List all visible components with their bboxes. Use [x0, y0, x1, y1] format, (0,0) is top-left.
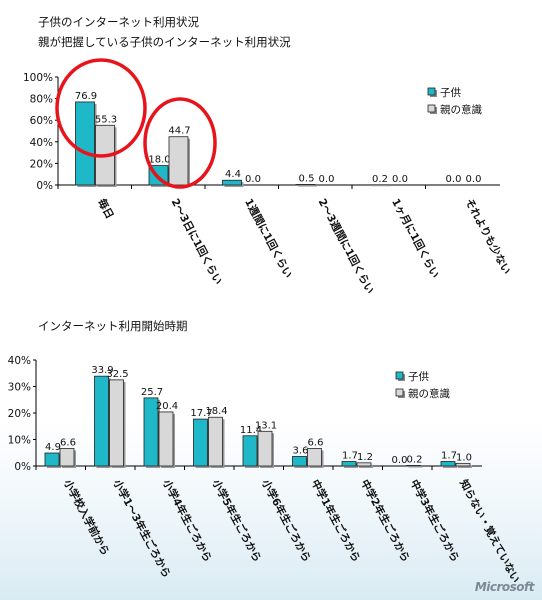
child-bar	[292, 456, 307, 467]
parent-bar-value-label: 6.6	[60, 438, 76, 449]
y-tick-label: 80%	[30, 94, 53, 106]
child-bar-value-label: 0.2	[372, 174, 388, 185]
child-bar	[440, 461, 456, 467]
child-bar-value-label: 4.9	[45, 442, 61, 453]
parent-bar	[168, 136, 189, 186]
parent-bar-shadow	[359, 464, 373, 468]
category-label: 小学6年生ごろから	[259, 476, 314, 564]
highlight-circle-daily	[55, 58, 147, 158]
category-label: 知らない・覚えていない	[457, 477, 522, 585]
parent-bar-value-label: 20.4	[156, 401, 178, 412]
category-label: 1ヶ月に1回くらい	[389, 197, 441, 280]
parent-bar	[356, 462, 372, 467]
parent-bar	[158, 411, 174, 467]
parent-bar-value-label: 1.2	[357, 452, 373, 463]
y-tick-label: 100%	[23, 72, 53, 84]
highlight-circle-2-3days	[143, 97, 217, 189]
parent-bar-value-label: 32.5	[106, 369, 128, 380]
child-bar-value-label: 3.6	[293, 445, 309, 456]
microsoft-logo: Microsoft	[474, 580, 535, 594]
category-label: 中学2年生ごろから	[358, 477, 412, 564]
child-bar-value-label: 33.9	[91, 365, 113, 376]
child-bar-value-label: 25.7	[141, 387, 163, 398]
legend-swatch	[427, 104, 436, 113]
chart2-title: インターネット利用開始時期	[38, 319, 188, 333]
category-label: 小学校入学前から	[61, 476, 112, 557]
parent-bar-value-label: 0.0	[245, 174, 261, 185]
parent-bar-value-label: 44.7	[168, 126, 190, 137]
category-label: 小学4年生ごろから	[160, 476, 215, 564]
parent-bar-value-label: 55.3	[95, 114, 117, 125]
y-tick-label: 30%	[8, 382, 31, 394]
child-bar-value-label: 4.4	[225, 169, 241, 180]
parent-bar-value-label: 0.0	[319, 174, 335, 185]
category-label: 中学1年生ごろから	[309, 477, 363, 564]
child-bar	[222, 179, 242, 186]
parent-bar	[307, 448, 322, 467]
legend-label: 子供	[408, 370, 429, 383]
category-label: 小学5年生ごろから	[209, 476, 264, 564]
category-label: 2～3日に1回くらい	[169, 197, 224, 287]
parent-bar	[455, 462, 471, 467]
chart1-title-line2: 親が把握している子供のインターネット利用状況	[38, 35, 291, 49]
parent-bar-value-label: 6.6	[308, 438, 324, 449]
child-bar-value-label: 0.0	[392, 455, 408, 466]
parent-bar-value-label: 0.0	[466, 174, 482, 185]
y-tick-label: 10%	[8, 435, 31, 447]
parent-bar-shadow	[408, 467, 423, 468]
child-bar	[242, 435, 258, 467]
y-tick-label: 0%	[36, 180, 53, 192]
y-tick-label: 60%	[30, 115, 53, 127]
parent-bar	[257, 430, 273, 467]
legend-swatch	[395, 388, 404, 397]
child-bar	[44, 452, 60, 467]
category-label: それよりも少ない	[463, 196, 514, 276]
legend-label: 親の意識	[408, 387, 450, 400]
child-bar-value-label: 0.5	[299, 173, 315, 184]
parent-bar	[59, 448, 75, 467]
legend-label: 親の意識	[440, 103, 482, 116]
category-label: 2～3週間に1回くらい	[316, 197, 376, 296]
y-tick-label: 20%	[8, 408, 31, 420]
legend-swatch	[427, 87, 436, 96]
parent-bar-value-label: 1.0	[456, 452, 472, 463]
child-bar-value-label: 1.7	[441, 450, 457, 461]
y-tick-label: 40%	[30, 137, 53, 149]
parent-bar	[109, 379, 124, 467]
child-bar	[94, 375, 109, 467]
child-bar-value-label: 11.4	[240, 425, 262, 436]
child-bar	[295, 184, 316, 186]
parent-bar	[406, 465, 421, 467]
y-tick-label: 40%	[8, 355, 31, 367]
child-bar-value-label: 1.7	[342, 450, 358, 461]
child-bar	[75, 101, 95, 186]
category-label: 小学1～3年生ごろから	[110, 476, 173, 579]
child-bar	[341, 461, 357, 467]
chart1-title-line1: 子供のインターネット利用状況	[38, 15, 199, 29]
parent-bar-value-label: 0.0	[392, 174, 408, 185]
legend-swatch	[395, 371, 404, 380]
child-bar-value-label: 18.0	[148, 155, 170, 166]
child-bar-value-label: 17.7	[190, 408, 212, 419]
child-bar	[143, 397, 159, 467]
child-bar-shadow	[298, 186, 317, 187]
child-bar-value-label: 0.0	[446, 174, 462, 185]
category-label: 1週間に1回くらい	[242, 197, 294, 280]
category-label: 中学3年生ごろから	[408, 477, 462, 564]
legend-label: 子供	[440, 86, 461, 99]
y-tick-label: 20%	[30, 158, 53, 170]
parent-bar-value-label: 18.4	[205, 406, 227, 417]
parent-bar-value-label: 0.2	[407, 454, 423, 465]
parent-bar	[208, 416, 223, 467]
category-label: 毎日	[95, 196, 116, 221]
parent-bar-shadow	[458, 465, 472, 468]
child-bar	[193, 418, 208, 467]
parent-bar-value-label: 13.1	[255, 420, 277, 431]
y-tick-label: 0%	[14, 461, 31, 473]
child-bar-value-label: 76.9	[75, 91, 97, 102]
